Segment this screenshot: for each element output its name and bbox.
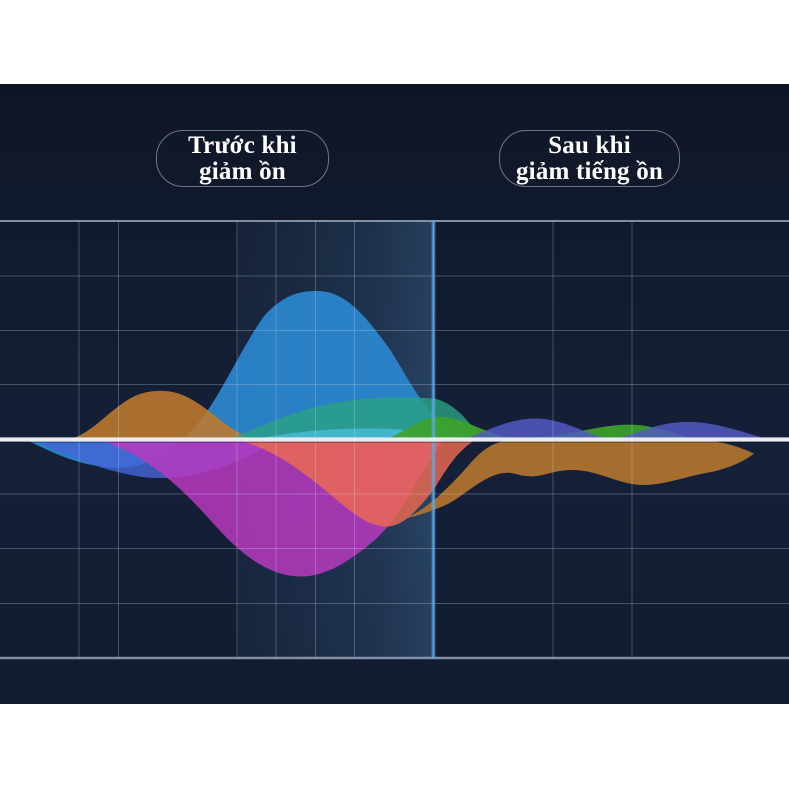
wave-orange-left [70,390,253,440]
wave-salmon [236,439,477,527]
label-after-noise-reduction: Sau khi giảm tiếng ồn [499,130,680,187]
label-before-noise-reduction: Trước khi giảm ồn [156,130,329,187]
wave-slate-blue [463,418,769,440]
waveform-chart [0,220,789,660]
baseline-shadow [0,441,789,443]
baseline [0,437,789,442]
label-after-line1: Sau khi [548,131,631,159]
label-before-line2: giảm ồn [199,157,286,185]
noise-reduction-panel: Trước khi giảm ồn Sau khi giảm tiếng ồn [0,84,789,704]
wave-green [386,416,699,440]
label-before-line1: Trước khi [188,131,297,159]
wave-brown-right [406,439,754,518]
label-after-line2: giảm tiếng ồn [515,157,664,185]
